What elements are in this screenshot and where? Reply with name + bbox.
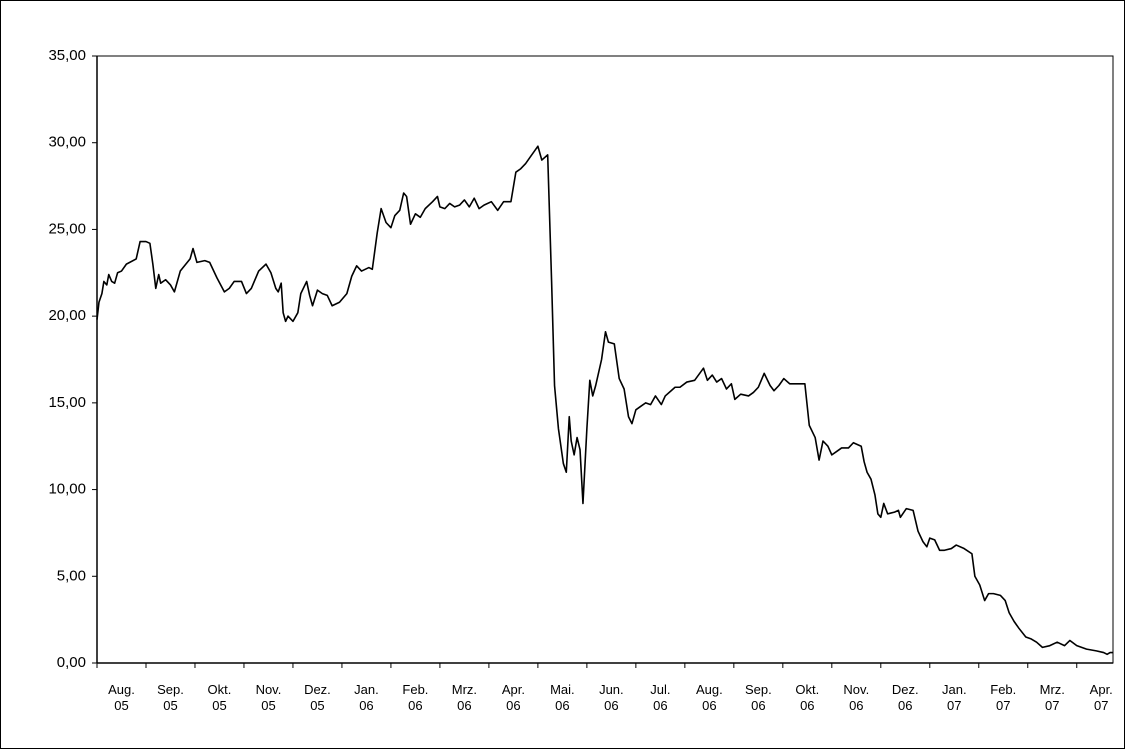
x-tick-label: Sep. 06 <box>745 682 772 713</box>
y-tick-label: 15,00 <box>48 394 86 411</box>
y-tick-label: 0,00 <box>57 654 86 671</box>
y-tick-label: 20,00 <box>48 307 86 324</box>
y-tick-label: 30,00 <box>48 134 86 151</box>
x-tick-label: Dez. 06 <box>892 682 919 713</box>
x-tick-label: Mrz. 06 <box>452 682 477 713</box>
y-tick-label: 5,00 <box>57 567 86 584</box>
x-tick-label: Aug. 05 <box>108 682 135 713</box>
price-line <box>96 145 1113 656</box>
x-tick-label: Okt. 06 <box>795 682 819 713</box>
x-tick-label: Apr. 07 <box>1090 682 1113 713</box>
x-tick-label: Mai. 06 <box>550 682 575 713</box>
x-tick-label: Sep. 05 <box>157 682 184 713</box>
x-tick-label: Nov. 05 <box>256 682 282 713</box>
x-tick-label: Okt. 05 <box>208 682 232 713</box>
y-tick-label: 10,00 <box>48 481 86 498</box>
x-tick-label: Mrz. 07 <box>1040 682 1065 713</box>
x-tick-label: Apr. 06 <box>502 682 525 713</box>
x-tick-label: Nov. 06 <box>843 682 869 713</box>
x-tick-label: Jul. 06 <box>650 682 670 713</box>
x-tick-label: Feb. 06 <box>402 682 428 713</box>
x-tick-label: Jun. 06 <box>599 682 624 713</box>
y-tick-label: 25,00 <box>48 220 86 237</box>
x-tick-label: Aug. 06 <box>696 682 723 713</box>
y-tick-label: 35,00 <box>48 47 86 64</box>
x-tick-label: Dez. 05 <box>304 682 331 713</box>
x-tick-label: Jan. 06 <box>354 682 379 713</box>
x-tick-label: Feb. 07 <box>990 682 1016 713</box>
x-tick-label: Jan. 07 <box>942 682 967 713</box>
